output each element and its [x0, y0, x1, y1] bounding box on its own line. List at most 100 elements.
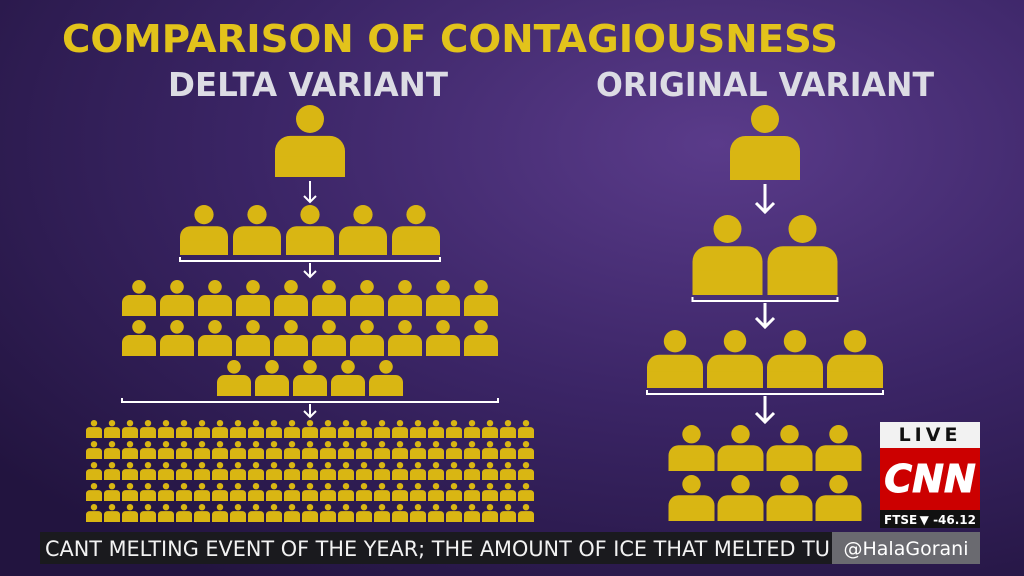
person-head — [396, 504, 404, 511]
person-head — [378, 441, 386, 448]
person-body-base — [266, 516, 282, 522]
person-head — [829, 425, 848, 444]
person-body-base — [158, 516, 174, 522]
person-body-base — [500, 453, 516, 459]
person-head — [396, 420, 404, 427]
person-head — [170, 320, 184, 334]
person-body-base — [518, 516, 534, 522]
person-head — [353, 205, 373, 225]
person-head — [324, 483, 332, 490]
person-body-base — [338, 474, 354, 480]
person-body-base — [369, 385, 403, 396]
person-head — [486, 420, 494, 427]
person-head — [270, 441, 278, 448]
person-head — [324, 504, 332, 511]
person-head — [108, 441, 116, 448]
person-head — [780, 425, 799, 444]
person-body-base — [320, 432, 336, 438]
person-body-base — [482, 516, 498, 522]
person-head — [216, 504, 224, 511]
person-body-base — [286, 240, 334, 255]
person-head — [504, 483, 512, 490]
person-head — [486, 462, 494, 469]
arrow-head — [754, 316, 776, 330]
person-head — [436, 280, 450, 294]
person-body-base — [140, 474, 156, 480]
person-body-base — [302, 453, 318, 459]
person-head — [414, 462, 422, 469]
person-head — [162, 462, 170, 469]
person-head — [432, 483, 440, 490]
person-body-base — [266, 432, 282, 438]
bracket — [179, 257, 441, 262]
person-head — [522, 441, 530, 448]
person-body-base — [766, 508, 813, 521]
bracket — [646, 390, 884, 395]
person-body-base — [374, 516, 390, 522]
person-head — [234, 441, 242, 448]
person-head — [180, 441, 188, 448]
person-head — [342, 504, 350, 511]
person-head — [322, 320, 336, 334]
person-head — [234, 483, 242, 490]
person-body-base — [500, 516, 516, 522]
handle: @HalaGorani — [844, 538, 969, 560]
person-head — [132, 280, 146, 294]
panel-heading: ORIGINAL VARIANT — [596, 65, 934, 104]
person-head — [296, 105, 324, 133]
person-body-base — [194, 516, 210, 522]
person-body-base — [236, 305, 270, 316]
person-body-base — [86, 495, 102, 501]
person-head — [216, 462, 224, 469]
person-head — [198, 441, 206, 448]
person-body-base — [482, 453, 498, 459]
person-head — [360, 483, 368, 490]
person-body-base — [374, 453, 390, 459]
person-head — [414, 420, 422, 427]
person-body-base — [217, 385, 251, 396]
person-body-base — [140, 432, 156, 438]
person-head — [468, 504, 476, 511]
person-body-base — [122, 305, 156, 316]
person-head — [682, 425, 701, 444]
person-head — [162, 420, 170, 427]
person-body-base — [302, 474, 318, 480]
network-logo: CNN — [884, 457, 976, 501]
person-body-base — [428, 495, 444, 501]
person-body-base — [647, 371, 703, 388]
person-body-base — [160, 305, 194, 316]
person-head — [474, 280, 488, 294]
person-head — [342, 462, 350, 469]
person-head — [663, 330, 687, 353]
person-head — [90, 504, 98, 511]
person-head — [306, 441, 314, 448]
person-head — [504, 504, 512, 511]
person-head — [450, 441, 458, 448]
ticker-bar — [40, 532, 840, 564]
generation — [730, 105, 800, 180]
person-head — [252, 441, 260, 448]
person-head — [90, 483, 98, 490]
person-head — [450, 462, 458, 469]
person-body-base — [194, 495, 210, 501]
person-body-base — [198, 305, 232, 316]
person-head — [468, 420, 476, 427]
person-head — [398, 320, 412, 334]
person-body-base — [230, 453, 246, 459]
person-body-base — [374, 474, 390, 480]
person-body-base — [266, 495, 282, 501]
person-body-base — [312, 305, 346, 316]
person-body-base — [284, 495, 300, 501]
person-head — [126, 483, 134, 490]
person-body-base — [707, 371, 763, 388]
person-head — [208, 320, 222, 334]
person-head — [162, 504, 170, 511]
person-head — [247, 205, 267, 225]
person-head — [162, 441, 170, 448]
person-body-base — [248, 432, 264, 438]
person-body-base — [104, 495, 120, 501]
person-head — [396, 441, 404, 448]
person-body-base — [331, 385, 365, 396]
person-head — [468, 483, 476, 490]
person-body-base — [158, 432, 174, 438]
